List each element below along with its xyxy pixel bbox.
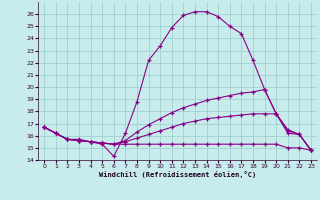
X-axis label: Windchill (Refroidissement éolien,°C): Windchill (Refroidissement éolien,°C) — [99, 171, 256, 178]
